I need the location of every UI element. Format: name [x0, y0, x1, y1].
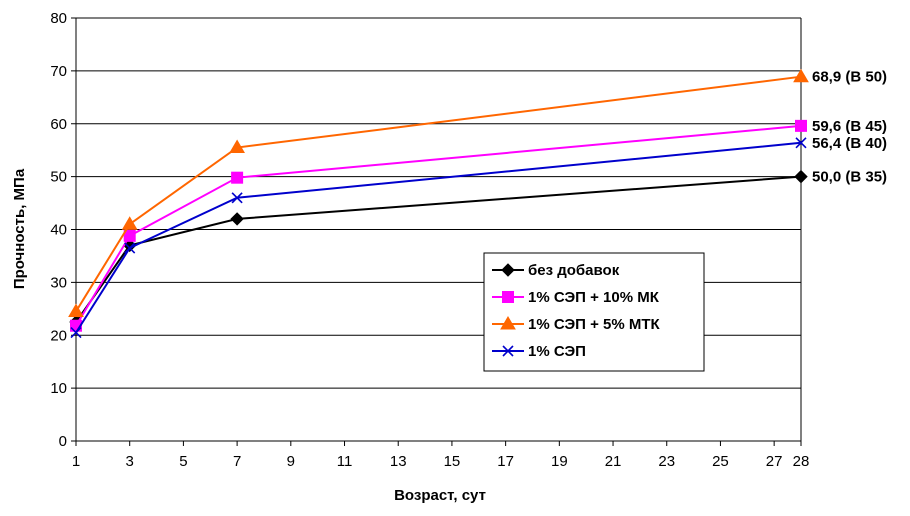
- x-tick-label: 23: [658, 453, 675, 470]
- data-point: [229, 139, 245, 154]
- x-tick-label: 28: [793, 453, 810, 470]
- x-marker-stroke: [502, 345, 514, 357]
- series-line-2: [75, 75, 802, 312]
- x-tick-label: 21: [605, 453, 622, 470]
- x-tick-label: 25: [712, 453, 729, 470]
- legend-item-label: 1% СЭП + 10% МК: [528, 289, 660, 306]
- x-tick-label: 15: [444, 453, 461, 470]
- legend-item-label: 1% СЭП + 5% МТК: [528, 316, 661, 333]
- y-tick-label: 60: [50, 116, 67, 133]
- y-tick-label: 0: [59, 433, 67, 450]
- x-tick-label: 7: [233, 453, 241, 470]
- legend: без добавок 1% СЭП + 10% МК 1% СЭП + 5% МТ…: [483, 252, 705, 372]
- y-tick-label: 50: [50, 169, 67, 186]
- data-label: 59,6 (В 45): [812, 118, 887, 135]
- x-marker-stroke: [70, 327, 82, 339]
- x-marker-stroke: [795, 137, 807, 149]
- x-tick-label: 5: [179, 453, 187, 470]
- legend-marker: [500, 316, 516, 330]
- data-point: [70, 327, 82, 339]
- x-tick-label: 17: [497, 453, 514, 470]
- data-point: [795, 137, 807, 149]
- x-tick-label: 19: [551, 453, 568, 470]
- x-tick-label: 1: [72, 453, 80, 470]
- data-point: [68, 303, 84, 317]
- x-tick-label: 9: [287, 453, 295, 470]
- series-line-1: [75, 124, 802, 327]
- y-tick-label: 30: [50, 274, 67, 291]
- data-point: [123, 229, 136, 242]
- y-tick-label: 70: [50, 63, 67, 80]
- data-point: [231, 192, 243, 204]
- data-point: [793, 68, 809, 83]
- data-point: [795, 119, 807, 132]
- x-tick-label: 11: [337, 453, 353, 470]
- data-point: [124, 242, 136, 254]
- legend-marker: [502, 291, 514, 303]
- end-labels: 68,9 (В 50) 59,6 (В 45)56,4 (В 40) 50,0 (В…: [812, 69, 887, 186]
- data-point: [121, 216, 138, 230]
- x-tick-label: 3: [126, 453, 134, 470]
- y-axis-title: Прочность, МПа: [11, 168, 28, 289]
- y-tick-label: 80: [50, 10, 67, 27]
- legend-item-label: 1% СЭП: [528, 343, 586, 360]
- y-tick-label: 40: [50, 222, 67, 239]
- legend-marker: [502, 345, 514, 357]
- y-tick-label: 20: [50, 327, 67, 344]
- series-line-0: [75, 175, 802, 323]
- x-marker-stroke: [124, 242, 136, 254]
- data-label: 68,9 (В 50): [812, 69, 887, 86]
- data-point: [794, 169, 808, 184]
- series-lines: [68, 68, 809, 339]
- legend-item-label: без добавок: [528, 262, 620, 279]
- x-marker-stroke: [231, 192, 243, 204]
- legend-marker: [501, 263, 515, 277]
- x-axis-title: Возраст, сут: [394, 487, 486, 504]
- series-line-3: [75, 141, 802, 334]
- data-label: 50,0 (В 35): [812, 169, 887, 186]
- data-point: [230, 212, 244, 226]
- x-tick-label: 13: [390, 453, 407, 470]
- y-tick-label: 10: [50, 380, 67, 397]
- data-point: [231, 171, 244, 184]
- data-label: 56,4 (В 40): [812, 135, 887, 152]
- x-tick-label: 27: [766, 453, 783, 470]
